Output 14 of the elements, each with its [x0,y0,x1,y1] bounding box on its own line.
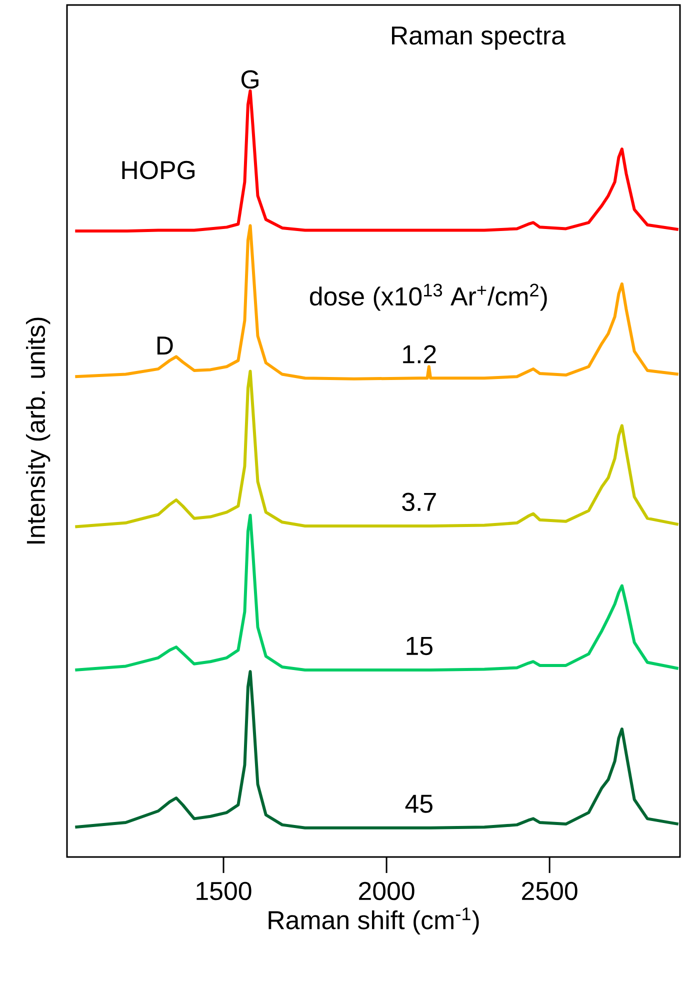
series-label: 45 [405,794,432,813]
y-axis-title: Intensity (arb. units) [26,318,50,544]
series-label: HOPG [122,160,195,180]
x-axis-title: Raman shift (cm$^{-1}$) [268,908,479,934]
annotation: D [157,336,173,354]
series-label: 1.2 [403,345,436,364]
legend-title: dose (x10$^{13}$ Ar$^{+}$/cm$^{2}$) [310,284,547,311]
series-label: 15 [406,637,432,656]
x-tick-label: 2000 [359,882,414,900]
x-tick-label: 2500 [522,882,578,900]
chart-title: Raman spectra [392,26,566,50]
x-tick-label: 1500 [196,882,252,900]
series-label: 3.7 [402,492,436,512]
annotation: G [241,70,258,89]
